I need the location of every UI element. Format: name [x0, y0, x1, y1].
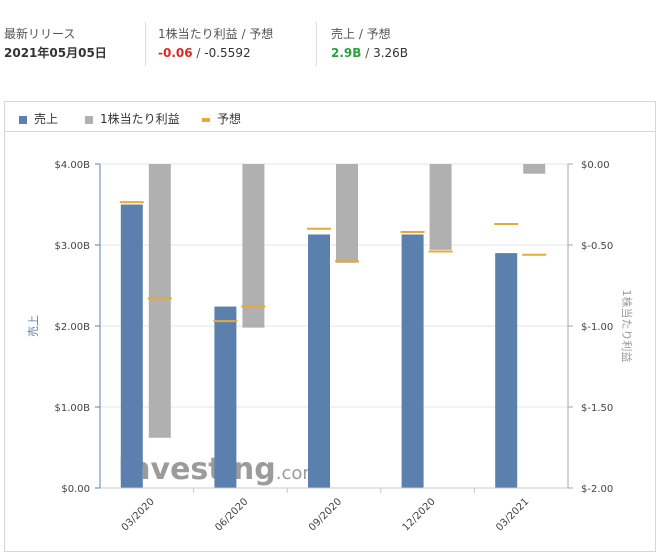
legend-item-forecast[interactable]: 予想 [202, 110, 241, 127]
watermark-logo: Investing.com [118, 452, 320, 487]
left-tick-label: $4.00B [55, 160, 91, 171]
chart-legend: 売上 1株当たり利益 予想 [5, 102, 655, 132]
x-tick-label: 06/2020 [213, 496, 250, 533]
eps-stat-value: -0.06 / -0.5592 [158, 44, 273, 62]
revenue-forecast: 3.26B [373, 46, 409, 60]
left-tick-label: $3.00B [55, 241, 91, 252]
legend-swatch-eps [85, 115, 93, 124]
eps-bar [148, 164, 171, 438]
watermark-brand: Investing [118, 452, 276, 487]
right-tick-label: $-0.50 [581, 241, 613, 252]
latest-release-stat: 最新リリース 2021年05月05日 [4, 26, 107, 62]
right-tick-label: $0.00 [581, 160, 610, 171]
legend-label-revenue: 売上 [34, 112, 59, 126]
revenue-bar [495, 253, 518, 488]
x-tick-label: 03/2021 [494, 496, 531, 533]
earnings-summary: 最新リリース 2021年05月05日 1株当たり利益 / 予想 -0.06 / … [0, 0, 664, 88]
x-tick-label: 09/2020 [307, 496, 344, 533]
latest-release-date: 2021年05月05日 [4, 46, 107, 60]
revenue-bar [401, 234, 424, 488]
legend-item-eps[interactable]: 1株当たり利益 [85, 110, 180, 127]
left-tick-label: $0.00 [61, 484, 90, 495]
earnings-chart: 売上 1株当たり利益 予想 Investing.com 03/2020 06/202… [4, 101, 656, 552]
legend-swatch-forecast [202, 117, 210, 122]
x-tick-label: 03/2020 [120, 496, 157, 533]
legend-label-forecast: 予想 [217, 112, 242, 126]
eps-bar [242, 164, 265, 328]
left-tick-label: $1.00B [55, 403, 91, 414]
chart-plot: Investing.com 03/2020 06/2020 09/2020 12/202… [27, 160, 634, 533]
legend-label-eps: 1株当たり利益 [100, 112, 180, 126]
legend-swatch-revenue [19, 115, 27, 124]
left-tick-label: $2.00B [55, 322, 91, 333]
revenue-separator: / [361, 46, 374, 60]
right-axis-title: 1株当たり利益 [620, 290, 634, 363]
revenue-stat-value: 2.9B / 3.26B [331, 44, 408, 62]
eps-bar [336, 164, 358, 263]
revenue-actual: 2.9B [331, 46, 362, 60]
x-tick-label: 12/2020 [401, 496, 438, 533]
revenue-bar [120, 204, 143, 488]
eps-separator: / [192, 46, 205, 60]
right-tick-label: $-1.00 [581, 322, 613, 333]
eps-actual: -0.06 [158, 46, 193, 60]
revenue-bar [214, 306, 237, 488]
legend-item-revenue[interactable]: 売上 [19, 110, 58, 127]
right-tick-label: $-1.50 [581, 403, 613, 414]
eps-stat: 1株当たり利益 / 予想 -0.06 / -0.5592 [145, 22, 273, 66]
revenue-stat-label: 売上 / 予想 [331, 27, 391, 41]
revenue-bar [308, 234, 330, 488]
eps-stat-label: 1株当たり利益 / 予想 [158, 27, 274, 41]
right-tick-label: $-2.00 [581, 484, 613, 495]
eps-bar [429, 164, 452, 250]
revenue-stat: 売上 / 予想 2.9B / 3.26B [316, 22, 408, 66]
eps-forecast: -0.5592 [204, 46, 251, 60]
latest-release-label: 最新リリース [4, 27, 76, 41]
eps-bar [523, 164, 546, 174]
left-axis-title: 売上 [27, 315, 40, 337]
